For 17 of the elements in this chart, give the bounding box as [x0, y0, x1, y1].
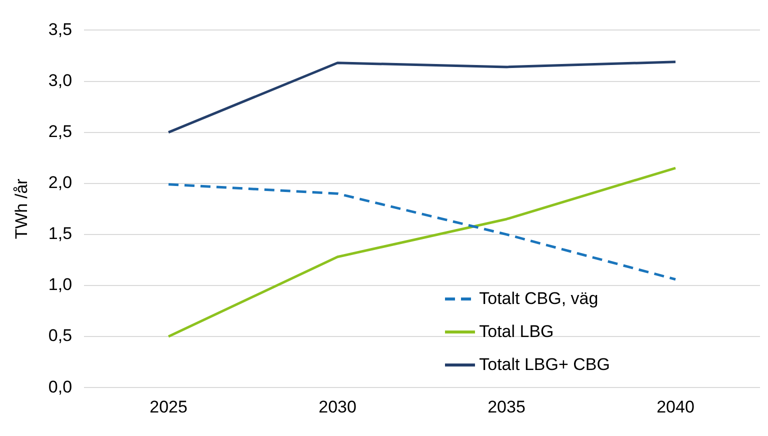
y-tick-label: 2,5 — [48, 122, 72, 141]
y-tick-label: 1,0 — [48, 275, 72, 294]
x-tick-label: 2025 — [150, 397, 188, 416]
x-tick-label: 2040 — [656, 397, 694, 416]
legend-label: Total LBG — [479, 322, 554, 342]
legend-label: Totalt LBG+ CBG — [479, 354, 610, 374]
x-tick-label: 2035 — [488, 397, 526, 416]
y-tick-label: 0,5 — [48, 326, 72, 346]
y-axis-title: TWh /år — [12, 178, 31, 240]
x-tick-label: 2030 — [318, 397, 356, 416]
y-tick-label: 3,0 — [48, 70, 72, 90]
y-tick-label: 3,5 — [48, 20, 72, 39]
y-tick-label: 0,0 — [48, 377, 72, 396]
y-tick-label: 1,5 — [48, 224, 72, 244]
legend-label: Totalt CBG, väg — [479, 288, 598, 308]
line-series — [167, 183, 677, 281]
y-tick-label: 2,0 — [48, 173, 72, 192]
